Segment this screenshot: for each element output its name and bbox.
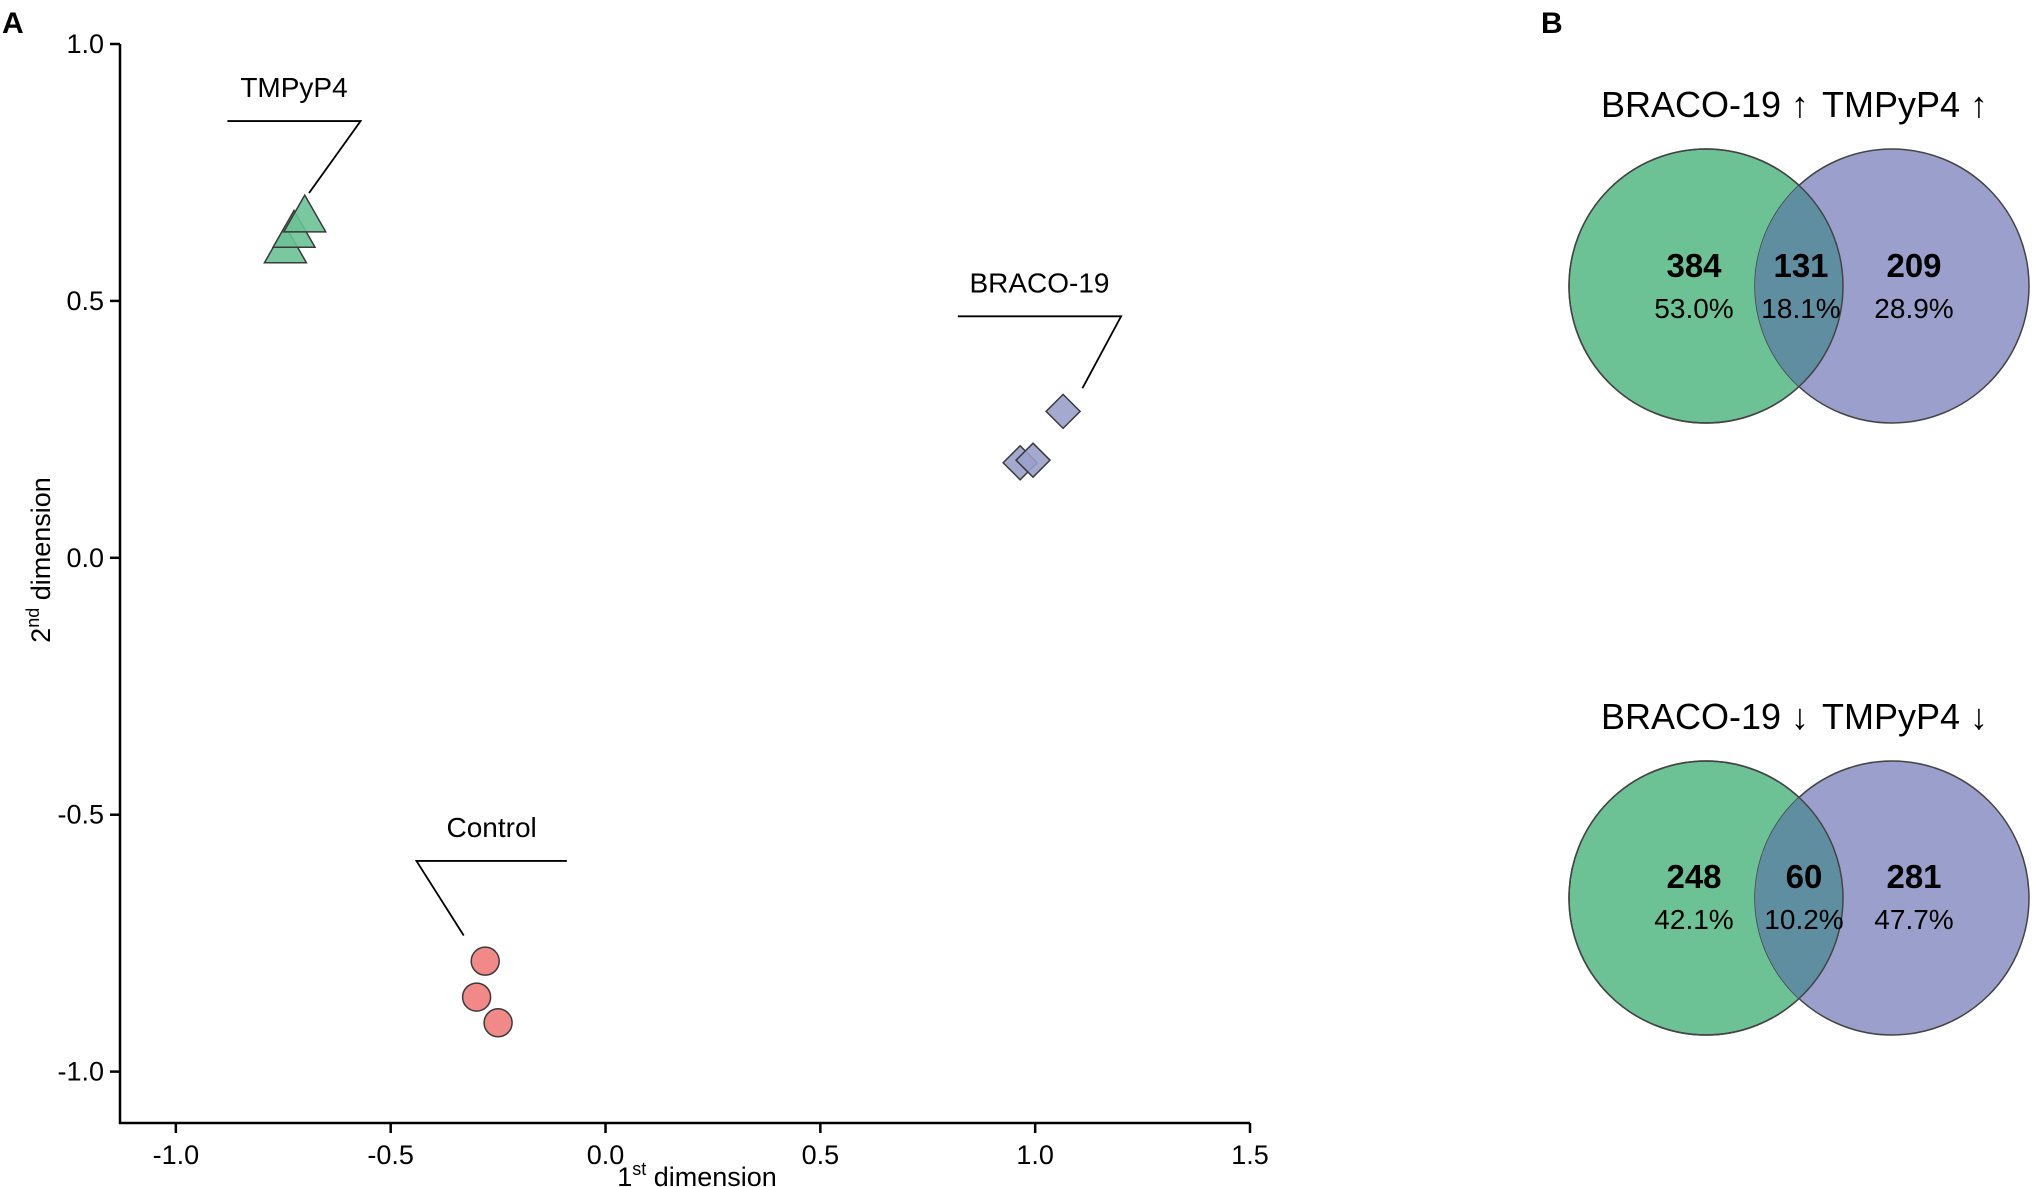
venn-up-left-count: 384 xyxy=(1666,247,1722,284)
leader-line-tmpyp4 xyxy=(227,120,363,194)
y-tick-label: 0.5 xyxy=(66,286,104,316)
venn-up-overlap-count: 131 xyxy=(1773,247,1828,284)
group-label-control: Control xyxy=(447,812,537,843)
venn-down-overlap-count: 60 xyxy=(1786,858,1823,895)
group-label-braco-19: BRACO-19 xyxy=(969,267,1109,298)
point-control xyxy=(461,982,492,1012)
venn-up-left-title: BRACO-19 ↑ xyxy=(1601,84,1809,125)
y-axis-title: 2nd dimension xyxy=(23,477,56,643)
point-tmpyp4 xyxy=(282,193,328,233)
leader-line-control xyxy=(414,860,567,936)
venn-down-overlap xyxy=(1755,761,1843,1035)
venn-up-left-outline xyxy=(1568,148,1844,424)
mds-scatter-plot: 1.0 0.5 0.0 -0.5 -1.0 -1.0 -0.5 0.0 0.5 1.0 1.5 1… xyxy=(23,29,1269,1187)
x-tick-label: 1.0 xyxy=(1016,1140,1054,1170)
x-tick-label: -1.0 xyxy=(153,1140,200,1170)
y-tick-label: 1.0 xyxy=(66,29,104,59)
venn-down-right-percent: 47.7% xyxy=(1874,904,1953,935)
venn-down-right-title: TMPyP4 ↓ xyxy=(1822,696,1988,737)
group-labels: TMPyP4 BRACO-19 Control xyxy=(227,72,1123,936)
venn-up-right-title: TMPyP4 ↑ xyxy=(1822,84,1988,125)
venn-downregulated: BRACO-19 ↓ TMPyP4 ↓ 248 42.1% 60 10.2% 2… xyxy=(1568,696,2030,1036)
panel-a-letter: A xyxy=(2,7,24,40)
y-tick-label: 0.0 xyxy=(66,543,104,573)
point-control xyxy=(470,946,500,976)
y-tick-label: -0.5 xyxy=(57,800,104,830)
group-label-tmpyp4: TMPyP4 xyxy=(240,72,347,103)
y-ticks: 1.0 0.5 0.0 -0.5 -1.0 xyxy=(57,29,120,1087)
venn-up-right-percent: 28.9% xyxy=(1874,293,1953,324)
point-braco-19 xyxy=(1045,393,1082,430)
x-ticks: -1.0 -0.5 0.0 0.5 1.0 1.5 xyxy=(153,1123,1269,1170)
venn-upregulated: BRACO-19 ↑ TMPyP4 ↑ 384 53.0% 131 18.1% … xyxy=(1568,84,2030,424)
venn-up-left-percent: 53.0% xyxy=(1654,293,1733,324)
x-axis-title: 1st dimension xyxy=(617,1159,777,1187)
venn-down-left-count: 248 xyxy=(1666,858,1721,895)
venn-down-right-count: 281 xyxy=(1886,858,1941,895)
x-tick-label: 0.5 xyxy=(802,1140,840,1170)
x-tick-label: 1.5 xyxy=(1231,1140,1269,1170)
venn-down-left-title: BRACO-19 ↓ xyxy=(1601,696,1809,737)
leader-line-braco-19 xyxy=(957,315,1123,389)
x-tick-label: 0.0 xyxy=(587,1140,625,1170)
venn-up-overlap-percent: 18.1% xyxy=(1761,293,1840,324)
venn-down-left-outline xyxy=(1568,760,1844,1036)
y-tick-label: -1.0 xyxy=(57,1057,104,1087)
venn-down-left-percent: 42.1% xyxy=(1654,904,1733,935)
point-braco-19 xyxy=(1014,442,1052,479)
venn-up-overlap xyxy=(1755,149,1843,423)
venn-up-right-count: 209 xyxy=(1886,247,1941,284)
x-tick-label: -0.5 xyxy=(367,1140,414,1170)
point-control xyxy=(483,1008,513,1038)
venn-down-overlap-percent: 10.2% xyxy=(1764,904,1843,935)
panel-b-letter: B xyxy=(1541,7,1563,40)
data-points xyxy=(263,193,1082,1038)
